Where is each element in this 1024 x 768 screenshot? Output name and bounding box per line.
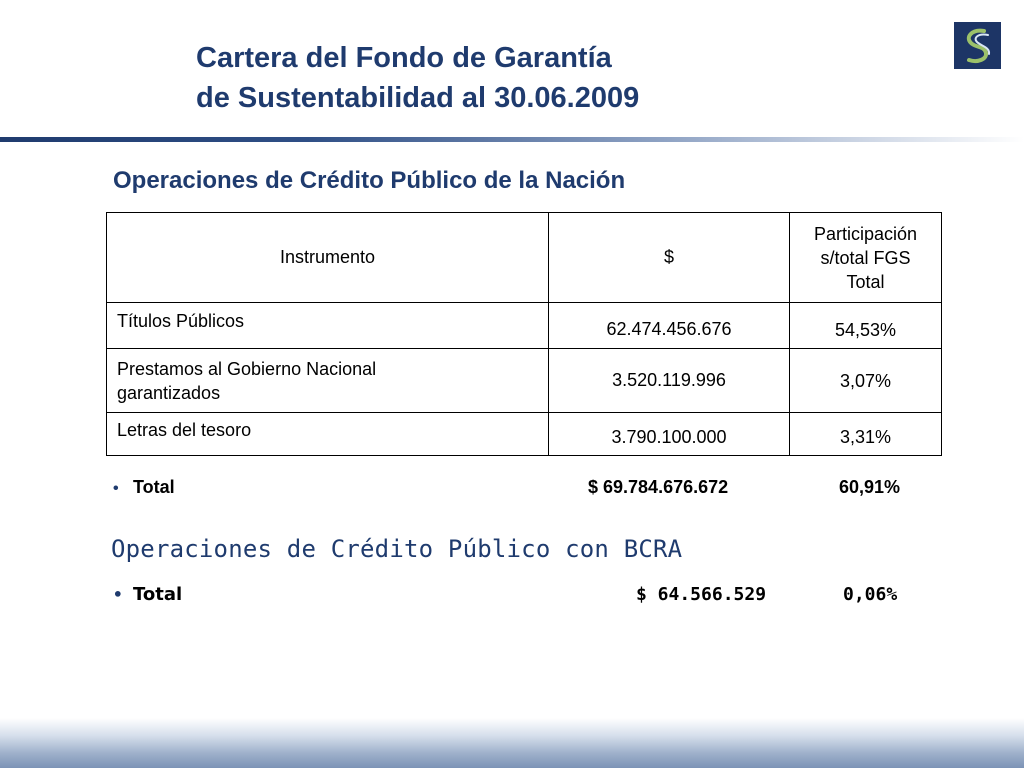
total-share: 0,06% (843, 584, 898, 605)
title-line-2: de Sustentabilidad al 30.06.2009 (196, 82, 640, 114)
header-participacion: Participación s/total FGS Total (789, 212, 942, 303)
total-nacion: • Total $ 69.784.676.672 60,91% (113, 476, 933, 498)
header-participacion-line-2: s/total FGS (820, 247, 911, 268)
cell-amount: 3.520.119.996 (548, 348, 790, 413)
section-title-nacion: Operaciones de Crédito Público de la Nac… (113, 167, 626, 194)
table-header-row: Instrumento $ Participación s/total FGS … (106, 212, 942, 303)
cell-share: 54,53% (789, 302, 942, 349)
table-row: Letras del tesoro 3.790.100.000 3,31% (106, 412, 942, 456)
footer-gradient-band (0, 718, 1024, 768)
cell-share: 3,31% (789, 412, 942, 456)
header-instrumento: Instrumento (106, 212, 549, 303)
total-bcra: • Total $ 64.566.529 0,06% (113, 584, 933, 606)
cell-instrument-line-2: garantizados (117, 382, 221, 403)
header-amount: $ (548, 212, 790, 303)
instruments-table: Instrumento $ Participación s/total FGS … (106, 212, 942, 456)
title-line-1: Cartera del Fondo de Garantía (196, 42, 612, 74)
cell-share: 3,07% (789, 348, 942, 413)
title-divider (0, 137, 1024, 142)
section-title-bcra: Operaciones de Crédito Público con BCRA (111, 535, 683, 563)
page-title: Cartera del Fondo de Garantía de Sustent… (196, 38, 639, 118)
total-label: Total (133, 584, 183, 605)
total-amount: $ 64.566.529 (636, 584, 767, 605)
s-swirl-logo-icon (966, 28, 991, 64)
total-label: Total (133, 477, 175, 497)
bullet-icon: • (113, 585, 123, 604)
cell-instrument: Letras del tesoro (106, 412, 549, 456)
cell-amount: 3.790.100.000 (548, 412, 790, 456)
header-participacion-line-1: Participación (813, 223, 918, 244)
bullet-icon: • (113, 480, 119, 497)
table-row: Prestamos al Gobierno Nacional garantiza… (106, 348, 942, 413)
total-share: 60,91% (839, 477, 901, 497)
company-logo (954, 22, 1001, 69)
total-amount: $ 69.784.676.672 (588, 477, 729, 497)
header-participacion-line-3: Total (846, 271, 885, 292)
cell-instrument: Prestamos al Gobierno Nacional garantiza… (106, 348, 549, 413)
cell-instrument-line-1: Prestamos al Gobierno Nacional (117, 358, 377, 379)
cell-instrument: Títulos Públicos (106, 302, 549, 349)
cell-amount: 62.474.456.676 (548, 302, 790, 349)
table-row: Títulos Públicos 62.474.456.676 54,53% (106, 302, 942, 349)
